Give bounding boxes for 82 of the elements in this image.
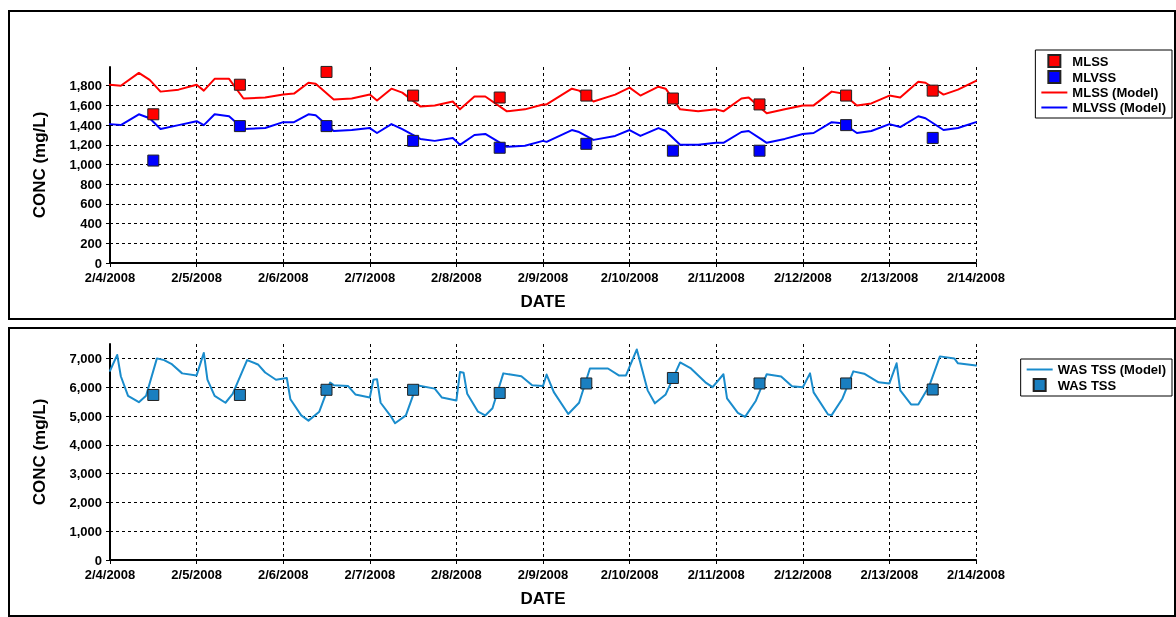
x-tick-label: 2/10/2008: [600, 270, 659, 285]
x-tick-label: 2/4/2008: [84, 567, 136, 582]
x-tick-label: 2/13/2008: [860, 567, 919, 582]
x-tick-label: 2/8/2008: [431, 270, 482, 285]
point: [580, 377, 593, 390]
point: [926, 383, 939, 396]
point: [926, 84, 939, 97]
point: [233, 388, 246, 401]
y-tick-label: 1,600: [69, 97, 102, 113]
x-axis-title: DATE: [520, 292, 566, 311]
point: [493, 91, 506, 104]
x-tick-label: 2/9/2008: [517, 567, 569, 582]
y-tick-label: 800: [80, 176, 102, 192]
point: [233, 78, 246, 91]
legend-label: MLVSS (Model): [1072, 100, 1166, 115]
point: [320, 383, 333, 396]
y-axis-title: CONC (mg/L): [30, 398, 49, 506]
point: [147, 108, 160, 121]
y-tick-label: 3,000: [69, 466, 102, 482]
point: [493, 141, 506, 154]
point: [666, 144, 679, 157]
point: [753, 98, 766, 111]
point: [407, 134, 420, 147]
y-tick-label: 1,200: [69, 137, 102, 153]
point: [320, 120, 333, 133]
point: [580, 89, 593, 102]
y-tick-label: 1,000: [69, 157, 102, 173]
legend-label: WAS TSS: [1057, 377, 1117, 393]
y-tick-label: 600: [80, 196, 102, 212]
y-tick-label: 1,000: [69, 523, 102, 539]
point: [840, 89, 853, 102]
y-tick-label: 6,000: [69, 379, 102, 395]
line-series: [109, 71, 977, 115]
y-tick-label: 1,400: [69, 117, 102, 133]
y-tick-label: 1,800: [69, 78, 102, 94]
point: [753, 377, 766, 390]
x-tick-label: 2/11/2008: [687, 270, 745, 285]
y-tick-label: 2,000: [69, 494, 102, 510]
point: [840, 377, 853, 390]
point: [666, 371, 679, 384]
legend-label: WAS TSS (Model): [1057, 362, 1167, 377]
point: [147, 388, 160, 401]
y-tick-label: 7,000: [69, 350, 102, 366]
y-tick-label: 5,000: [69, 408, 102, 424]
y-tick-label: 200: [80, 235, 102, 251]
point: [666, 92, 679, 105]
legend-label: MLVSS: [1072, 69, 1117, 85]
point: [233, 120, 246, 133]
y-tick-label: 0: [94, 255, 102, 271]
line-series: [109, 348, 977, 425]
point: [147, 154, 160, 167]
point: [753, 144, 766, 157]
x-axis-title: DATE: [520, 589, 566, 608]
x-tick-label: 2/8/2008: [431, 567, 482, 582]
x-tick-label: 2/14/2008: [947, 567, 1005, 582]
x-tick-label: 2/12/2008: [773, 270, 832, 285]
point: [320, 65, 333, 78]
x-tick-label: 2/4/2008: [84, 270, 136, 285]
x-tick-label: 2/12/2008: [773, 567, 832, 582]
legend-label: MLSS (Model): [1072, 85, 1159, 100]
point: [493, 386, 506, 399]
point: [407, 89, 420, 102]
point: [926, 131, 939, 144]
x-tick-label: 2/6/2008: [257, 567, 309, 582]
x-tick-label: 2/13/2008: [860, 270, 919, 285]
y-tick-label: 4,000: [69, 437, 102, 453]
x-tick-label: 2/6/2008: [257, 270, 309, 285]
point: [840, 119, 853, 132]
x-tick-label: 2/5/2008: [171, 270, 222, 285]
x-tick-label: 2/9/2008: [517, 270, 569, 285]
x-tick-label: 2/7/2008: [344, 270, 396, 285]
y-tick-label: 400: [80, 216, 102, 232]
x-tick-label: 2/11/2008: [687, 567, 745, 582]
point: [580, 137, 593, 150]
legend-label: MLSS: [1072, 53, 1109, 69]
x-tick-label: 2/7/2008: [344, 567, 396, 582]
point: [407, 383, 420, 396]
y-tick-label: 0: [94, 552, 102, 568]
y-axis-title: CONC (mg/L): [30, 111, 49, 219]
x-tick-label: 2/14/2008: [947, 270, 1005, 285]
x-tick-label: 2/5/2008: [171, 567, 222, 582]
x-tick-label: 2/10/2008: [600, 567, 659, 582]
